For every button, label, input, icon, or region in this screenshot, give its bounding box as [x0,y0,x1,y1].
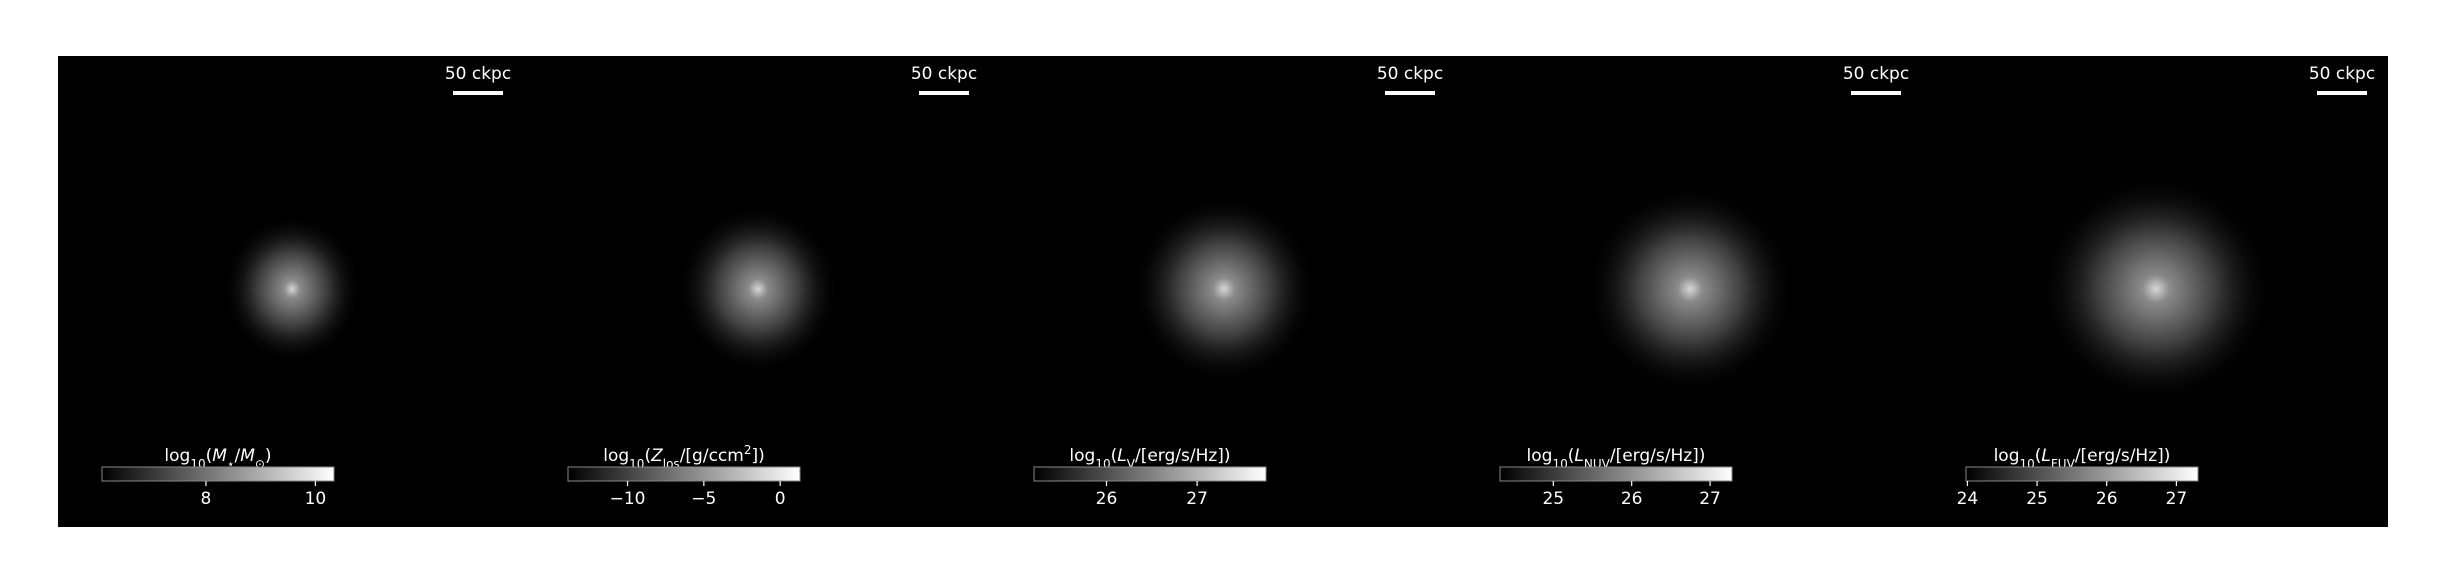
colorbar-label-part: log [1527,446,1553,466]
map-emission [1130,194,1318,384]
scalebar-label: 50 ckpc [2309,64,2375,84]
colorbar-label-part: ( [644,446,651,466]
colorbar-label-part: L [2041,446,2050,466]
colorbar-label-part: ⊙ [255,457,265,471]
colorbar-tick-label: 26 [1096,489,1118,509]
map-emission [2038,174,2274,404]
map-emission [222,214,362,364]
scalebar [1385,91,1435,95]
colorbar-label-part: ) [265,446,272,466]
scalebar [453,91,503,95]
colorbar-label-part: ( [1111,446,1118,466]
colorbar-tick-label: 24 [1957,489,1979,509]
colorbar-tick-label: 26 [1621,489,1643,509]
colorbar-tick-label: −5 [691,489,716,509]
colorbar-tick-label: 25 [2026,489,2048,509]
scalebar-label: 50 ckpc [1843,64,1909,84]
colorbar-label-part: M [240,446,255,466]
colorbar-label-part: M [212,446,227,466]
colorbar-label-part: ⋆ [227,457,235,471]
colorbar-label-part: / [234,446,240,466]
colorbar-tick-label: 26 [2096,489,2118,509]
colorbar-label-part: L [1574,446,1583,466]
colorbar-tick-label: 27 [1186,489,1208,509]
colorbar-label-part: Z [650,446,663,466]
colorbar-label-part: log [603,446,629,466]
colorbar-label-part: L [1117,446,1126,466]
colorbar-label-part: /[g/ccm [680,446,744,466]
colorbar-tick-label: −10 [610,489,646,509]
colorbar-label: log10(M⋆/M⊙) [164,446,271,471]
colorbar-label-part: ( [1568,446,1575,466]
scalebar-label: 50 ckpc [1377,64,1443,84]
colorbar-label-part: V [1127,457,1136,471]
map-emission [1584,184,1796,394]
colorbar-tick-label: 0 [775,489,786,509]
colorbar-label-part: /[erg/s/Hz]) [2075,446,2171,466]
colorbar-label-part: ( [206,446,213,466]
colorbar [101,466,335,482]
colorbar-label-part: log [1994,446,2020,466]
colorbar-label-part: /[erg/s/Hz]) [1135,446,1231,466]
scalebar-label: 50 ckpc [911,64,977,84]
scalebar-label: 50 ckpc [445,64,511,84]
colorbar-tick-label: 25 [1542,489,1564,509]
colorbar [1499,466,1733,482]
colorbar-tick-label: 27 [2166,489,2188,509]
scalebar [919,91,969,95]
scalebar [1851,91,1901,95]
colorbar-label-part: log [1069,446,1095,466]
colorbar-tick-label: 27 [1699,489,1721,509]
scalebar [2317,91,2367,95]
colorbar [1033,466,1267,482]
colorbar-label-part: log [164,446,190,466]
colorbar-label-part: /[erg/s/Hz]) [1610,446,1706,466]
map-emission [676,204,840,374]
colorbar [1965,466,2199,482]
colorbar-label-part: 2 [744,443,752,457]
colorbar-label-part: ]) [751,446,764,466]
colorbar-label-part: ( [2035,446,2042,466]
colorbar-tick-label: 10 [305,489,327,509]
colorbar [567,466,801,482]
colorbar-tick-label: 8 [201,489,212,509]
